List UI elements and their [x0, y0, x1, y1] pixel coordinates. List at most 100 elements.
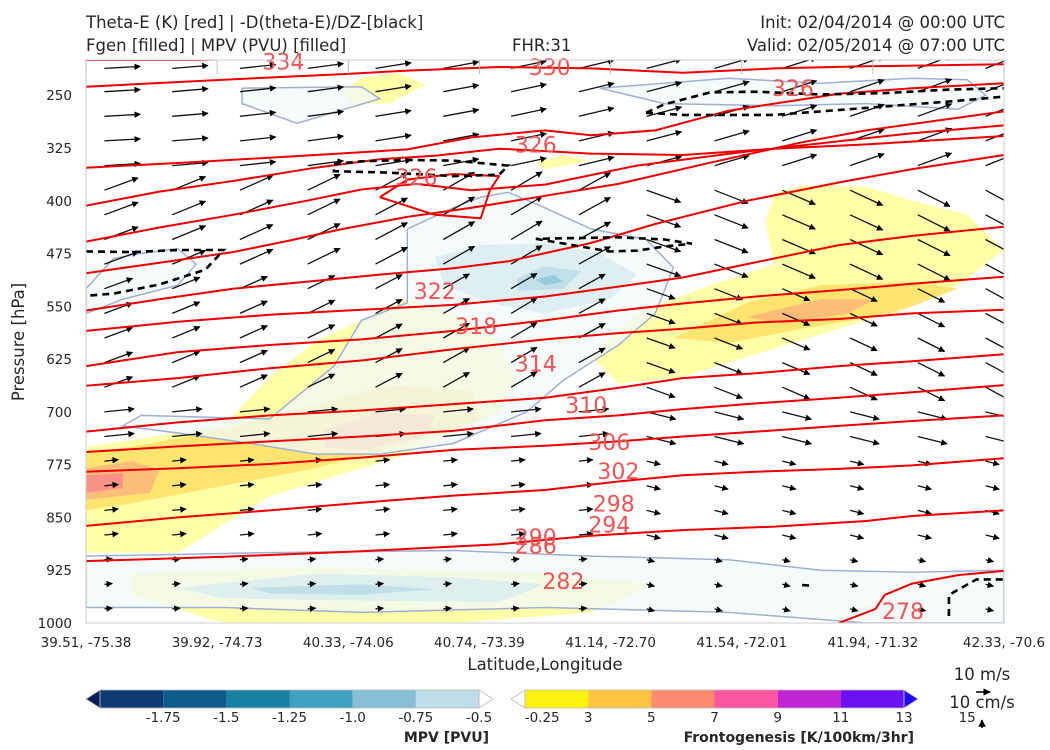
vector-arrow-255 — [307, 506, 323, 513]
vector-arrow-90 — [510, 195, 543, 216]
vector-arrow-101 — [307, 223, 341, 241]
theta-e-label-13: 290 — [515, 526, 557, 551]
vector-arrow-105 — [578, 221, 611, 241]
vector-arrow-127 — [171, 276, 201, 290]
vector-arrow-60 — [375, 157, 412, 167]
vector-arrow-94 — [782, 214, 816, 230]
vector-arrow-141 — [171, 301, 201, 315]
vector-arrow-93 — [714, 214, 749, 229]
vector-arrow-303 — [714, 581, 723, 588]
vector-arrow-120 — [646, 263, 682, 278]
theta-e-contour-9 — [86, 275, 1004, 368]
mpv-colorbar-tick-2: -1.25 — [272, 710, 307, 726]
vector-arrow-138 — [917, 288, 946, 303]
fgen-colorbar-tick-6: 15 — [959, 710, 976, 726]
vector-arrow-252 — [104, 506, 119, 513]
vector-arrow-14 — [104, 86, 141, 94]
vector-arrow-24 — [782, 79, 818, 93]
vector-arrow-266 — [104, 530, 119, 538]
vector-arrow-148 — [646, 312, 676, 325]
vector-arrow-306 — [917, 581, 927, 588]
fgen-colorbar-segment-3 — [651, 690, 715, 708]
vector-arrow-158 — [375, 323, 403, 339]
vector-arrow-304 — [782, 581, 791, 588]
vector-arrow-153 — [985, 312, 1004, 325]
vector-arrow-171 — [307, 348, 336, 364]
vector-arrow-277 — [849, 533, 865, 541]
vector-arrow-65 — [714, 154, 750, 167]
vector-arrow-13 — [985, 60, 1004, 70]
vector-arrow-111 — [985, 238, 1004, 251]
vector-arrow-246 — [646, 484, 661, 491]
vector-arrow-0 — [104, 63, 141, 70]
vector-arrow-35 — [578, 106, 615, 117]
vector-arrow-269 — [307, 530, 323, 538]
vector-arrow-260 — [646, 509, 661, 516]
vector-arrow-183 — [171, 375, 201, 388]
vector-arrow-189 — [578, 372, 606, 388]
vector-arrow-223 — [985, 435, 1004, 442]
vector-arrow-56 — [104, 160, 141, 168]
vector-arrow-222 — [917, 435, 948, 446]
vector-arrow-154 — [104, 326, 134, 339]
mpv-colorbar-tick-1: -1.5 — [213, 710, 239, 726]
vector-arrow-213 — [307, 430, 339, 438]
vector-arrow-85 — [171, 200, 207, 216]
vector-arrow-194 — [917, 386, 946, 402]
vector-arrow-118 — [510, 245, 543, 265]
vector-arrow-316 — [646, 606, 656, 613]
vector-arrow-299 — [443, 580, 452, 588]
fgen-colorbar-tick-5: 13 — [895, 710, 912, 726]
vector-arrow-172 — [375, 348, 403, 364]
vector-arrow-151 — [849, 312, 878, 327]
vector-arrow-216 — [511, 430, 542, 438]
vector-arrow-168 — [104, 351, 134, 364]
theta-e-contour-1 — [86, 63, 1004, 88]
theta-e-label-12: 294 — [588, 514, 630, 539]
vector-arrow-309 — [172, 605, 181, 612]
wind-scale-label-1: 10 m/s — [954, 665, 1010, 684]
theta-e-label-9: 306 — [588, 431, 630, 456]
vector-arrow-52 — [782, 128, 818, 142]
vector-arrow-272 — [511, 530, 526, 538]
vector-arrow-59 — [307, 158, 345, 167]
mpv-colorbar-tick-0: -1.75 — [146, 710, 181, 726]
vector-arrow-42 — [104, 135, 141, 143]
vector-arrow-217 — [578, 430, 610, 438]
vector-arrow-124 — [917, 263, 951, 281]
vector-arrow-18 — [375, 83, 412, 93]
vector-arrow-267 — [172, 530, 187, 538]
vector-arrow-132 — [510, 272, 538, 290]
y-tick-label-2: 400 — [46, 194, 72, 210]
theta-e-label-3: 326 — [515, 133, 557, 158]
vector-arrow-297 — [307, 580, 317, 588]
vector-arrow-225 — [172, 457, 187, 464]
vector-arrow-152 — [917, 312, 946, 328]
plot-frame — [85, 59, 1005, 624]
mpv-region-3 — [86, 247, 198, 315]
vector-arrow-1 — [172, 62, 209, 70]
vector-arrow-25 — [849, 78, 885, 93]
vector-arrow-197 — [172, 406, 203, 413]
vector-arrow-164 — [782, 337, 811, 351]
vector-arrow-210 — [104, 430, 135, 438]
vector-arrow-17 — [307, 84, 345, 93]
vector-arrow-296 — [239, 580, 249, 588]
vector-arrow-212 — [239, 430, 271, 438]
fgen-colorbar-tick-4: 11 — [832, 710, 849, 726]
vector-arrow-40 — [917, 102, 953, 117]
vector-arrow-100 — [239, 224, 274, 241]
vector-arrow-29 — [172, 110, 209, 118]
y-tick-label-4: 550 — [46, 299, 72, 315]
y-tick-label-5: 625 — [46, 352, 72, 368]
vector-arrow-215 — [443, 430, 474, 438]
vector-arrow-78 — [646, 189, 682, 204]
vector-arrow-203 — [578, 406, 610, 413]
vector-arrow-88 — [375, 197, 408, 216]
vector-arrow-21 — [578, 81, 615, 93]
vector-arrow-226 — [239, 457, 255, 464]
x-tick-label-1: 39.92, -74.73 — [172, 635, 263, 651]
vector-arrow-257 — [443, 506, 458, 513]
vector-arrow-28 — [104, 111, 141, 118]
